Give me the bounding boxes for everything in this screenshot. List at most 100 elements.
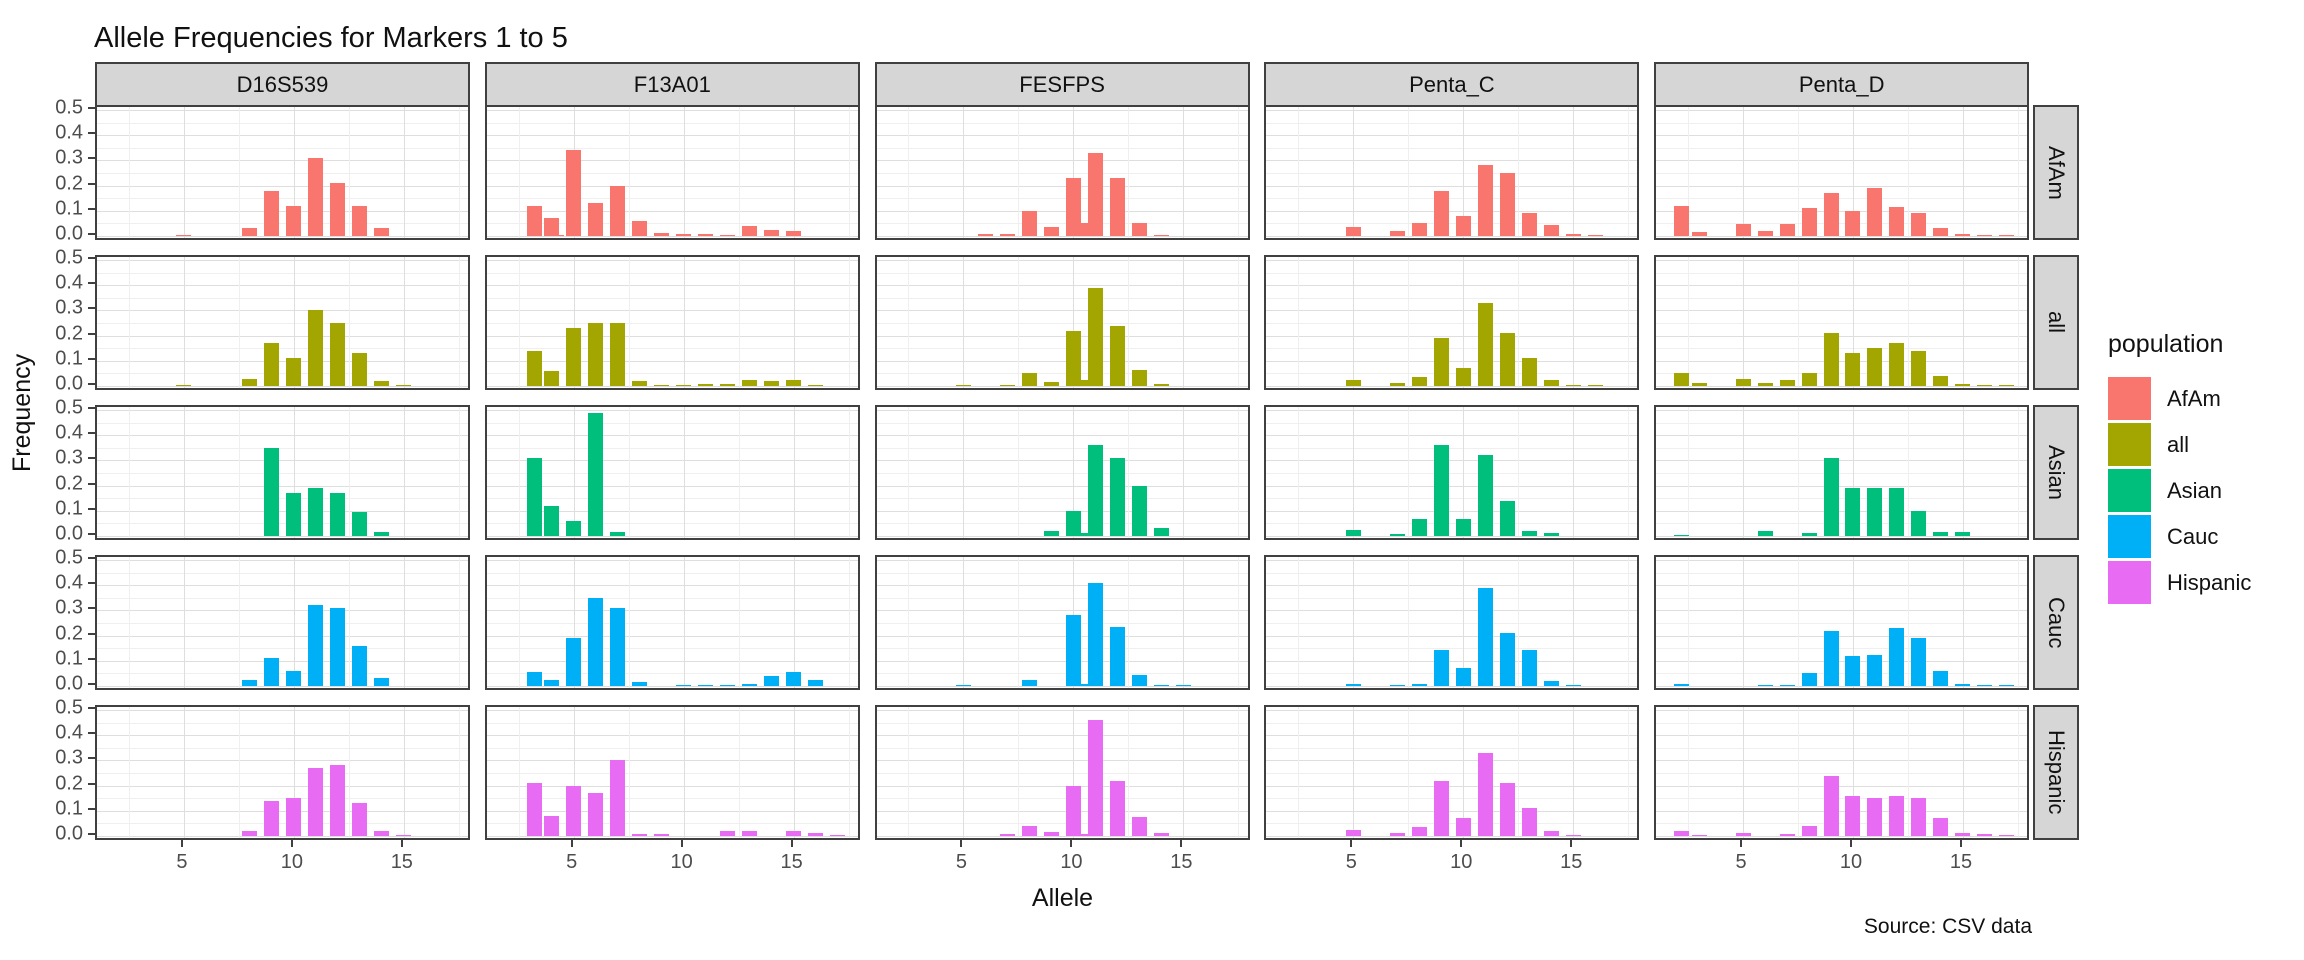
frequency-bar bbox=[264, 447, 280, 536]
gridline-minor-h bbox=[1656, 673, 2028, 675]
gridline-major-h bbox=[1656, 485, 2028, 487]
frequency-bar bbox=[330, 493, 346, 536]
gridline-major-h bbox=[1266, 485, 1638, 487]
x-axis-tick bbox=[1070, 840, 1073, 847]
gridline-minor-h bbox=[876, 323, 1248, 324]
gridline-major-h bbox=[1266, 360, 1638, 362]
frequency-bar bbox=[1521, 808, 1537, 836]
frequency-bar bbox=[1801, 673, 1817, 686]
facet-panel bbox=[1264, 705, 1640, 840]
gridline-major-v bbox=[293, 407, 295, 538]
gridline-minor-v bbox=[458, 107, 460, 238]
frequency-bar bbox=[1499, 633, 1515, 686]
frequency-bar bbox=[1080, 380, 1088, 386]
gridline-minor-h bbox=[1266, 597, 1638, 599]
x-axis-tick-label: 5 bbox=[1735, 851, 1747, 873]
gridline-minor-h bbox=[876, 823, 1248, 825]
facet-panel bbox=[484, 705, 860, 840]
facet-row-strip: Hispanic bbox=[2033, 705, 2080, 840]
gridline-minor-v bbox=[1298, 257, 1300, 388]
frequency-bar bbox=[1823, 775, 1839, 836]
frequency-bar bbox=[330, 607, 346, 686]
gridline-minor-v bbox=[1798, 557, 1800, 688]
frequency-bar bbox=[1389, 230, 1405, 236]
gridline-major-v bbox=[403, 407, 405, 538]
gridline-major-h bbox=[876, 760, 1248, 762]
gridline-minor-h bbox=[486, 722, 858, 724]
gridline-major-h bbox=[876, 485, 1248, 487]
gridline-major-h bbox=[876, 110, 1248, 111]
gridline-minor-h bbox=[876, 297, 1248, 299]
x-axis-tick-label: 15 bbox=[1949, 851, 1973, 873]
gridline-major-h bbox=[486, 285, 858, 287]
frequency-bar bbox=[1455, 668, 1471, 686]
frequency-bar bbox=[676, 684, 692, 686]
gridline-major-v bbox=[793, 257, 795, 388]
gridline-minor-h bbox=[97, 122, 468, 124]
frequency-bar bbox=[1389, 533, 1405, 536]
gridline-major-h bbox=[97, 785, 468, 787]
frequency-bar bbox=[1389, 382, 1405, 386]
frequency-bar bbox=[1955, 532, 1971, 536]
gridline-minor-h bbox=[97, 447, 468, 449]
gridline-major-h bbox=[97, 686, 468, 687]
frequency-bar bbox=[396, 834, 412, 836]
frequency-bar bbox=[1433, 190, 1449, 236]
y-axis-tick-label: 0.3 bbox=[55, 296, 83, 319]
gridline-major-h bbox=[876, 660, 1248, 662]
frequency-bar bbox=[632, 381, 648, 386]
gridline-minor-v bbox=[628, 107, 630, 238]
gridline-minor-v bbox=[518, 257, 520, 388]
gridline-minor-h bbox=[97, 348, 468, 350]
gridline-major-h bbox=[876, 710, 1248, 711]
gridline-major-v bbox=[1853, 557, 1855, 688]
y-axis-tick-label: 0.5 bbox=[55, 396, 83, 419]
gridline-minor-v bbox=[2017, 407, 2019, 538]
gridline-major-h bbox=[876, 536, 1248, 537]
facet-row-label: Hispanic bbox=[2044, 730, 2070, 815]
gridline-minor-h bbox=[1656, 272, 2028, 274]
frequency-bar bbox=[1999, 834, 2015, 836]
gridline-minor-v bbox=[1128, 257, 1130, 388]
gridline-major-v bbox=[793, 407, 795, 538]
gridline-minor-h bbox=[486, 498, 858, 500]
gridline-minor-v bbox=[518, 707, 520, 838]
gridline-major-h bbox=[486, 735, 858, 737]
facet-column-label: F13A01 bbox=[633, 71, 711, 97]
frequency-bar bbox=[1153, 832, 1169, 836]
gridline-major-v bbox=[183, 407, 185, 538]
gridline-minor-h bbox=[876, 122, 1248, 124]
y-axis-tick bbox=[88, 233, 95, 235]
gridline-minor-h bbox=[1656, 523, 2028, 525]
legend-entry-label: all bbox=[2167, 431, 2190, 457]
gridline-minor-v bbox=[1688, 707, 1690, 838]
frequency-bar bbox=[374, 380, 390, 386]
frequency-bar bbox=[654, 384, 670, 386]
frequency-bar bbox=[1087, 445, 1103, 536]
gridline-minor-h bbox=[97, 498, 468, 500]
gridline-minor-h bbox=[97, 422, 468, 424]
y-axis-tick bbox=[88, 432, 95, 435]
y-axis-tick bbox=[88, 457, 95, 460]
gridline-minor-v bbox=[738, 257, 740, 388]
facet-panel bbox=[95, 255, 470, 390]
frequency-bar bbox=[632, 220, 648, 236]
frequency-bar bbox=[566, 785, 582, 836]
frequency-bar bbox=[1043, 382, 1059, 386]
gridline-minor-h bbox=[486, 422, 858, 424]
frequency-bar bbox=[955, 685, 971, 686]
gridline-minor-h bbox=[1656, 572, 2028, 574]
gridline-major-v bbox=[1073, 107, 1075, 238]
gridline-minor-v bbox=[1238, 257, 1240, 388]
gridline-major-v bbox=[1963, 107, 1964, 238]
frequency-bar bbox=[176, 234, 192, 236]
frequency-bar bbox=[1565, 685, 1581, 686]
gridline-major-h bbox=[1656, 760, 2028, 762]
x-axis-tick-label: 5 bbox=[176, 851, 188, 873]
gridline-major-v bbox=[293, 257, 295, 388]
gridline-minor-h bbox=[486, 747, 858, 749]
frequency-bar bbox=[1955, 383, 1971, 386]
gridline-minor-v bbox=[1408, 407, 1410, 538]
frequency-bar bbox=[1043, 531, 1059, 536]
gridline-major-h bbox=[97, 635, 468, 637]
